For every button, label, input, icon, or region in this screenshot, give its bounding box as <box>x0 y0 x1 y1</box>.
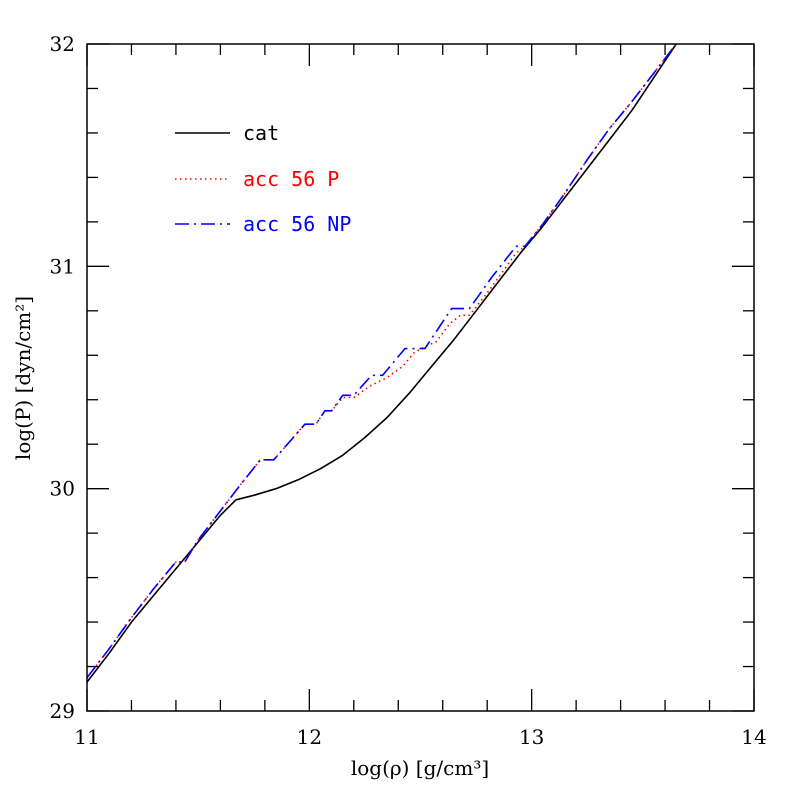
y-tick-label: 30 <box>50 477 75 501</box>
y-axis-title: log(P) [dyn/cm²] <box>11 296 35 460</box>
x-axis-title: log(ρ) [g/cm³] <box>351 756 489 780</box>
y-tick-label: 29 <box>50 699 75 723</box>
tick-labels-layer: 11 12 13 14 29 30 31 32 <box>50 32 767 749</box>
series-line-cat <box>86 43 677 683</box>
x-tick-label: 12 <box>297 725 322 749</box>
series-layer <box>86 43 677 683</box>
x-tick-label: 11 <box>74 725 99 749</box>
plot-frame <box>86 43 755 712</box>
x-tick-label: 13 <box>519 725 544 749</box>
legend-label: acc 56 NP <box>243 212 351 236</box>
series-line-acc-56-np <box>86 43 677 679</box>
legend-label: acc 56 P <box>243 167 339 191</box>
legend-label: cat <box>243 121 279 145</box>
y-tick-label: 31 <box>50 254 75 278</box>
y-tick-label: 32 <box>50 32 75 56</box>
x-tick-label: 14 <box>741 725 766 749</box>
legend: cat acc 56 P acc 56 NP <box>175 121 351 236</box>
series-line-acc-56-p <box>86 43 677 679</box>
